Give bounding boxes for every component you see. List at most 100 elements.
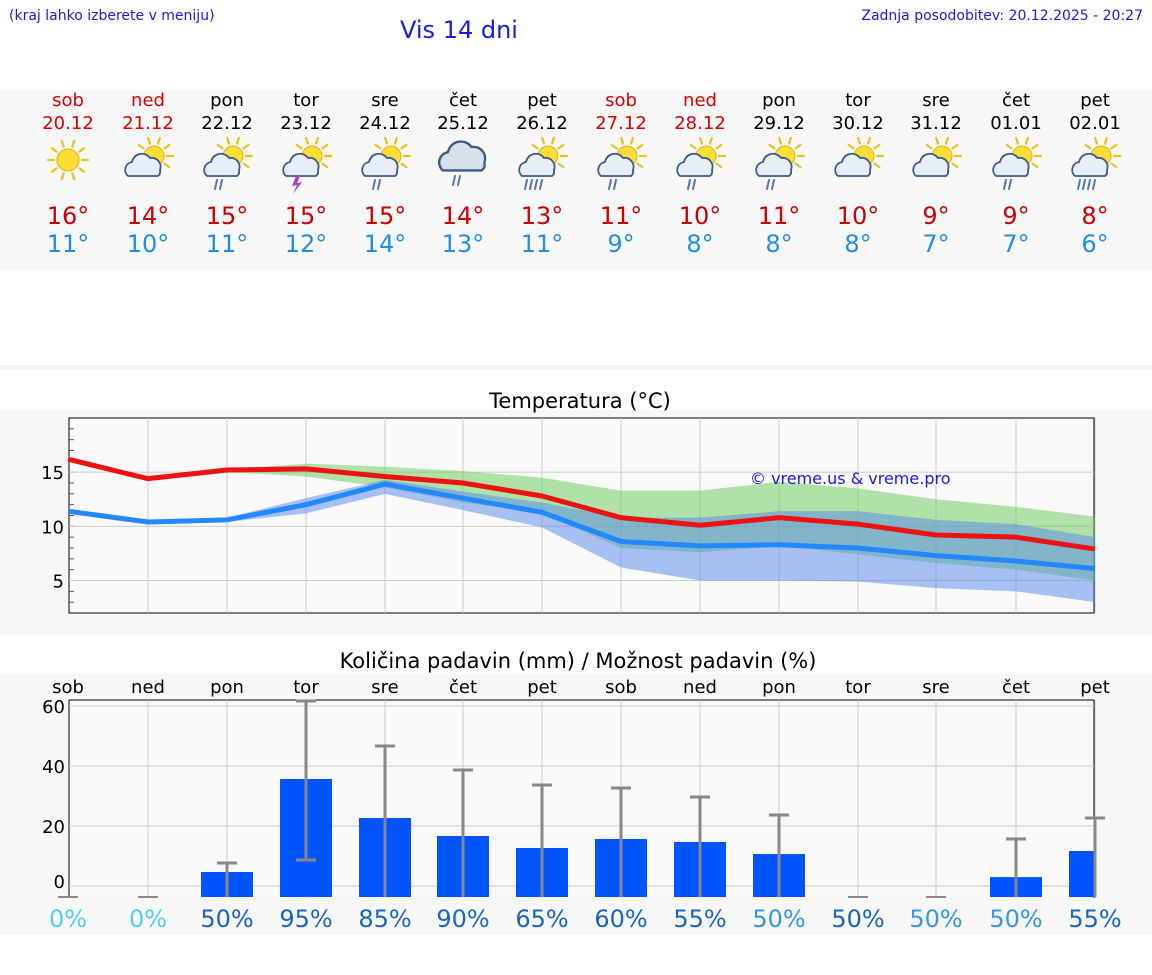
forecast-day: sob 20.12 16° 11° — [28, 90, 108, 258]
forecast-day: sre 31.12 9° 7° — [896, 90, 976, 258]
min-temperature: 12° — [284, 230, 328, 258]
day-label: sre — [371, 677, 398, 698]
forecast-day: pet 26.12 13° 11° — [502, 90, 582, 258]
max-temperature: 13° — [520, 202, 564, 230]
plot-area — [69, 700, 1094, 898]
day-date: 31.12 — [910, 113, 962, 134]
day-name: sob — [52, 90, 84, 111]
day-label: čet — [449, 677, 477, 698]
max-temperature: 9° — [922, 202, 950, 230]
max-temp-line — [67, 456, 1096, 552]
max-temperature: 11° — [757, 202, 801, 230]
day-label: pet — [527, 677, 557, 698]
precip-probability: 90% — [436, 905, 489, 933]
y-tick-label: 5 — [53, 572, 64, 593]
day-date: 01.01 — [990, 113, 1042, 134]
day-label: tor — [845, 677, 871, 698]
precip-probability: 55% — [673, 905, 726, 933]
forecast-day: tor 30.12 10° 8° — [818, 90, 898, 258]
min-temperature: 11° — [46, 230, 90, 258]
precip-probability: 0% — [129, 905, 167, 933]
y-tick-label: 40 — [42, 757, 65, 778]
day-date: 27.12 — [595, 113, 647, 134]
day-date: 21.12 — [122, 113, 174, 134]
sun-cloud-icon — [124, 136, 175, 177]
sun-cloud-heavy-rain-icon — [518, 136, 569, 190]
precip-probability: 50% — [831, 905, 884, 933]
max-temperature: 10° — [678, 202, 722, 230]
day-date: 28.12 — [674, 113, 726, 134]
temperature-chart: Temperatura (°C) 5 10 15 © vreme.us & vreme.… — [0, 389, 1152, 635]
precip-probability: 50% — [989, 905, 1042, 933]
forecast-day: ned 28.12 10° 8° — [660, 90, 740, 258]
min-temp-line — [67, 481, 1096, 572]
precip-probability: 85% — [358, 905, 411, 933]
forecast-day: pet 02.01 8° 6° — [1055, 90, 1135, 258]
min-temperature: 14° — [363, 230, 407, 258]
day-name: pon — [210, 90, 244, 111]
precip-probability: 50% — [200, 905, 253, 933]
day-label: pon — [210, 677, 244, 698]
day-date: 25.12 — [437, 113, 489, 134]
day-label: pet — [1080, 677, 1110, 698]
day-name: pet — [527, 90, 557, 111]
day-label: tor — [293, 677, 319, 698]
min-temperature: 9° — [607, 230, 635, 258]
sun-cloud-rain-icon — [361, 136, 412, 190]
min-temperature: 11° — [205, 230, 249, 258]
precipitation-chart: Količina padavin (mm) / Možnost padavin … — [0, 649, 1152, 935]
max-temperature: 8° — [1081, 202, 1109, 230]
divider — [0, 365, 1152, 370]
sun-cloud-heavy-rain-icon — [1071, 136, 1122, 190]
max-temperature: 16° — [46, 202, 90, 230]
sun-cloud-icon — [834, 136, 885, 177]
day-label: ned — [683, 677, 717, 698]
max-temperature: 14° — [441, 202, 485, 230]
y-tick-label: 0 — [54, 872, 65, 893]
day-name: sre — [371, 90, 399, 111]
min-temperature: 13° — [441, 230, 485, 258]
day-date: 23.12 — [280, 113, 332, 134]
forecast-day: tor 23.12 15° 12° — [266, 90, 346, 258]
chart-title: Količina padavin (mm) / Možnost padavin … — [340, 649, 817, 673]
day-label: ned — [131, 677, 165, 698]
min-temperature: 8° — [765, 230, 793, 258]
page-title: Vis 14 dni — [400, 16, 518, 44]
forecast-day: sob 27.12 11° 9° — [581, 90, 661, 258]
sun-cloud-rain-icon — [597, 136, 648, 190]
min-temperature: 10° — [126, 230, 170, 258]
sun-cloud-rain-icon — [203, 136, 254, 190]
forecast-day: sre 24.12 15° 14° — [345, 90, 425, 258]
cloud-rain-icon — [438, 140, 487, 186]
max-temperature: 14° — [126, 202, 170, 230]
precip-probability: 55% — [1068, 905, 1121, 933]
day-name: tor — [845, 90, 871, 111]
forecast-day: pon 29.12 11° 8° — [739, 90, 819, 258]
day-date: 02.01 — [1069, 113, 1121, 134]
y-tick-label: 60 — [42, 697, 65, 718]
watermark: © vreme.us & vreme.pro — [750, 469, 951, 488]
min-temperature: 7° — [1002, 230, 1030, 258]
y-tick-label: 20 — [42, 817, 65, 838]
last-updated: Zadnja posodobitev: 20.12.2025 - 20:27 — [861, 8, 1143, 24]
location-hint: (kraj lahko izberete v meniju) — [9, 8, 215, 24]
day-name: pon — [762, 90, 796, 111]
min-temperature: 6° — [1081, 230, 1109, 258]
forecast-strip — [0, 90, 1152, 270]
precip-probability: 0% — [49, 905, 87, 933]
day-name: čet — [448, 90, 478, 111]
sun-cloud-icon — [912, 136, 963, 177]
day-date: 24.12 — [359, 113, 411, 134]
day-name: čet — [1001, 90, 1031, 111]
day-name: pet — [1080, 90, 1110, 111]
chart-title: Temperatura (°C) — [488, 389, 671, 413]
forecast-day: čet 01.01 9° 7° — [976, 90, 1056, 258]
day-label: sob — [52, 677, 84, 698]
min-temperature: 11° — [520, 230, 564, 258]
day-name: sre — [922, 90, 950, 111]
sun-icon — [46, 139, 90, 181]
max-temperature: 9° — [1002, 202, 1030, 230]
forecast-day: ned 21.12 14° 10° — [108, 90, 188, 258]
day-name: ned — [683, 90, 717, 111]
max-temperature: 15° — [205, 202, 249, 230]
